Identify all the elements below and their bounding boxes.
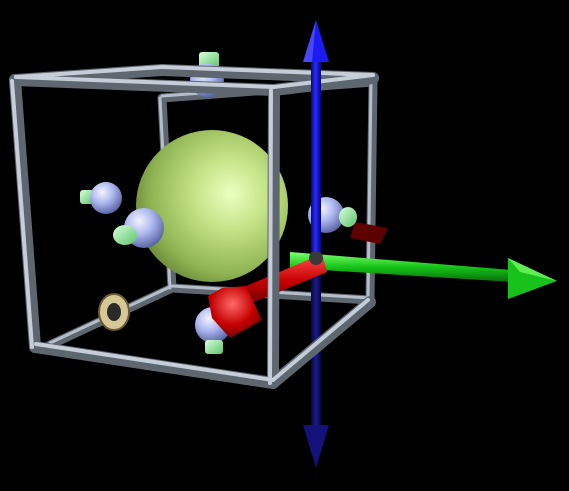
ring-marker: [98, 293, 130, 331]
core-sphere: [136, 130, 288, 282]
frame-front-edges: [9, 64, 379, 389]
x-axis-red-arrow: [208, 254, 327, 338]
y-axis-green-arrow: [290, 252, 557, 299]
satellite-left-lower: [113, 208, 164, 248]
x-axis-rear: [350, 222, 388, 244]
satellite-left-upper: [80, 182, 122, 214]
axes-origin: [309, 251, 323, 265]
z-axis-lower: [303, 275, 329, 468]
z-axis-blue-arrow: [303, 20, 329, 260]
